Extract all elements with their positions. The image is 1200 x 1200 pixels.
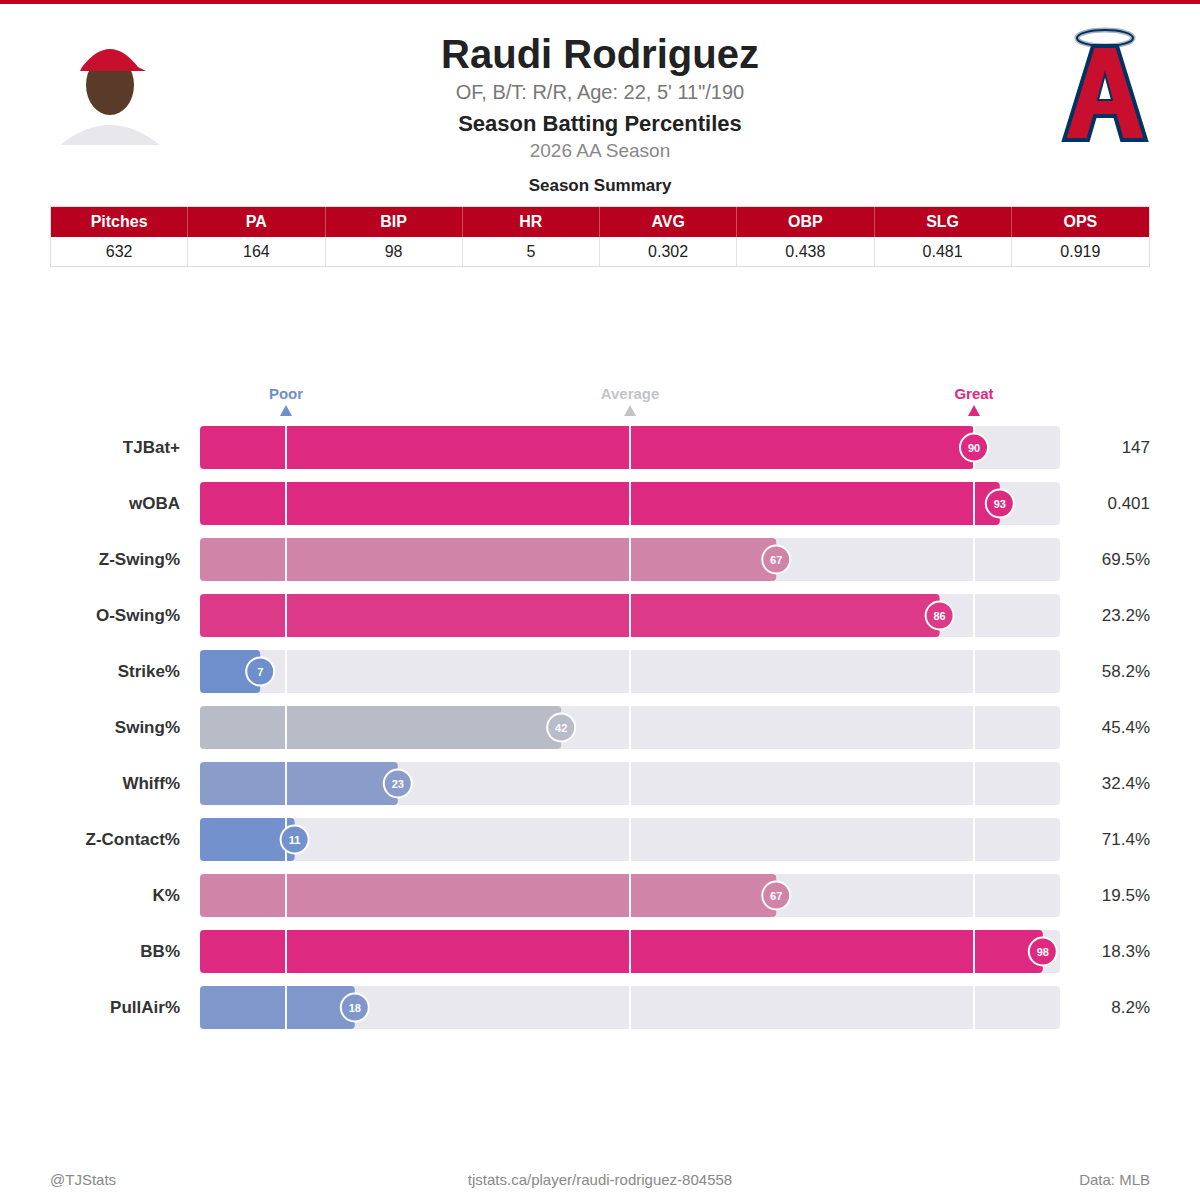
html-text:0.919: 0.919 xyxy=(1060,243,1101,260)
html-text:AVG: AVG xyxy=(651,213,685,230)
svg-text:Whiff%: Whiff% xyxy=(122,774,180,793)
svg-text:wOBA: wOBA xyxy=(128,494,180,513)
svg-text:67: 67 xyxy=(770,890,782,902)
svg-text:90: 90 xyxy=(968,442,980,454)
svg-text:69.5%: 69.5% xyxy=(1102,550,1150,569)
html-text:632: 632 xyxy=(105,243,133,260)
html-text:OBP: OBP xyxy=(788,213,823,230)
svg-text:Swing%: Swing% xyxy=(115,718,180,737)
svg-text:67: 67 xyxy=(770,554,782,566)
html-text:Raudi Rodriguez: Raudi Rodriguez xyxy=(441,32,759,76)
html-text:0.302: 0.302 xyxy=(648,243,689,260)
svg-text:11: 11 xyxy=(289,834,301,846)
svg-text:71.4%: 71.4% xyxy=(1102,830,1150,849)
html-text:tjstats.ca/player/raudi-rodrig: tjstats.ca/player/raudi-rodriguez-804558 xyxy=(467,1171,733,1188)
html-text:2026 AA Season: 2026 AA Season xyxy=(529,140,671,161)
svg-text:Great: Great xyxy=(954,385,993,402)
svg-text:58.2%: 58.2% xyxy=(1102,662,1150,681)
html-text:@TJStats: @TJStats xyxy=(50,1171,117,1188)
html-text:OF, B/T: R/R, Age: 22, 5' 11"/: OF, B/T: R/R, Age: 22, 5' 11"/190 xyxy=(455,81,745,103)
html-text:98: 98 xyxy=(384,243,403,260)
svg-text:PullAir%: PullAir% xyxy=(110,998,180,1017)
html-text:Season Batting Percentiles: Season Batting Percentiles xyxy=(458,111,742,136)
svg-text:32.4%: 32.4% xyxy=(1102,774,1150,793)
svg-text:TJBat+: TJBat+ xyxy=(123,438,180,457)
svg-text:0.401: 0.401 xyxy=(1107,494,1150,513)
svg-text:42: 42 xyxy=(555,722,567,734)
html-text:SLG: SLG xyxy=(926,213,960,230)
svg-text:23: 23 xyxy=(392,778,404,790)
html-text:Pitches: Pitches xyxy=(90,213,148,230)
svg-text:86: 86 xyxy=(933,610,945,622)
html-text:0.481: 0.481 xyxy=(922,243,963,260)
html-text:5: 5 xyxy=(526,243,536,260)
html-text:OPS: OPS xyxy=(1063,213,1098,230)
html-text:0.438: 0.438 xyxy=(785,243,826,260)
svg-text:18.3%: 18.3% xyxy=(1102,942,1150,961)
svg-text:Z-Swing%: Z-Swing% xyxy=(99,550,180,569)
svg-text:BB%: BB% xyxy=(140,942,180,961)
svg-text:19.5%: 19.5% xyxy=(1102,886,1150,905)
svg-text:7: 7 xyxy=(257,666,263,678)
html-text:BIP: BIP xyxy=(380,213,407,230)
svg-text:O-Swing%: O-Swing% xyxy=(96,606,180,625)
svg-text:93: 93 xyxy=(994,498,1006,510)
html-text:Data: MLB: Data: MLB xyxy=(1079,1171,1150,1188)
svg-text:8.2%: 8.2% xyxy=(1111,998,1150,1017)
svg-text:23.2%: 23.2% xyxy=(1102,606,1150,625)
svg-text:Poor: Poor xyxy=(269,385,303,402)
svg-text:Z-Contact%: Z-Contact% xyxy=(86,830,180,849)
svg-text:K%: K% xyxy=(153,886,180,905)
svg-text:18: 18 xyxy=(349,1002,361,1014)
svg-text:45.4%: 45.4% xyxy=(1102,718,1150,737)
html-text:Season Summary: Season Summary xyxy=(528,176,672,195)
html-text:PA: PA xyxy=(245,213,267,230)
svg-text:Average: Average xyxy=(601,385,660,402)
html-text:HR: HR xyxy=(519,213,543,230)
svg-text:Strike%: Strike% xyxy=(118,662,180,681)
svg-text:147: 147 xyxy=(1122,438,1150,457)
html-text:164: 164 xyxy=(243,243,270,260)
svg-text:98: 98 xyxy=(1037,946,1049,958)
